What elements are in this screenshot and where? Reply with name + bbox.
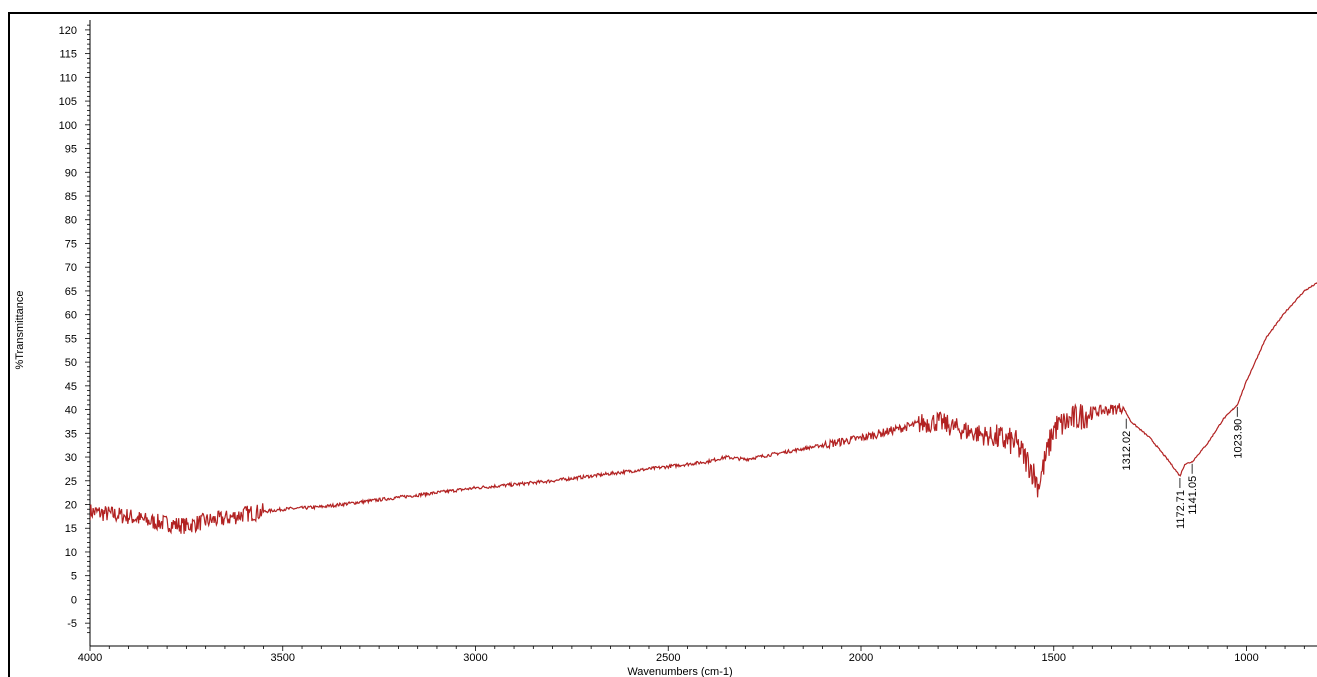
y-tick-label: 100: [59, 120, 77, 132]
y-tick-label: 25: [65, 476, 77, 488]
y-tick-label: 55: [65, 333, 77, 345]
y-axis: -5 0 5 10 15 20 25 30 35 40 45 50 55 60 65 70 75 80 85 90 95…: [59, 20, 91, 646]
y-tick-label: 5: [71, 571, 77, 583]
y-tick-label: 105: [59, 96, 77, 108]
x-tick-label: 1500: [1042, 652, 1066, 664]
y-tick-label: -5: [67, 618, 77, 630]
x-axis-title: Wavenumbers (cm-1): [627, 666, 732, 677]
y-tick-label: 30: [65, 452, 77, 464]
y-tick-label: 115: [59, 49, 77, 61]
y-tick-label: 75: [65, 238, 77, 250]
x-axis: 4000350030002500200015001000500: [78, 645, 1317, 664]
y-tick-label: 95: [65, 144, 77, 156]
x-tick-label: 3500: [271, 652, 295, 664]
y-tick-label: 10: [65, 547, 77, 559]
y-tick-label: 120: [59, 25, 77, 37]
peak-label-text: 1141.05: [1187, 476, 1199, 515]
x-tick-label: 4000: [78, 652, 102, 664]
y-tick-label: 0: [71, 594, 77, 606]
x-tick-label: 2500: [656, 652, 680, 664]
y-tick-label: 90: [65, 167, 77, 179]
y-tick-label: 60: [65, 310, 77, 322]
y-tick-label: 20: [65, 500, 77, 512]
spectrum-line: [90, 281, 1317, 535]
y-axis-title: %Transmittance: [14, 290, 26, 369]
chart-frame: [8, 12, 1317, 677]
y-tick-label: 110: [59, 72, 77, 84]
y-tick-label: 65: [65, 286, 77, 298]
y-tick-label: 85: [65, 191, 77, 203]
peak-label-text: 1172.71: [1175, 490, 1187, 529]
peak-label-text: 1312.02: [1121, 431, 1133, 471]
y-tick-label: 80: [65, 215, 77, 227]
peak-label-1023-90: 1023.90: [1232, 406, 1244, 459]
y-tick-label: 50: [65, 357, 77, 369]
peak-label-1312-02: 1312.02: [1121, 418, 1133, 471]
y-tick-label: 70: [65, 262, 77, 274]
peak-labels: 1312.021172.711141.051023.90685.11666.12…: [1121, 406, 1244, 529]
y-tick-label: 40: [65, 405, 77, 417]
x-tick-label: 2000: [849, 652, 873, 664]
y-tick-label: 35: [65, 428, 77, 440]
x-tick-label: 3000: [463, 652, 487, 664]
y-tick-label: 45: [65, 381, 77, 393]
peak-label-1172-71: 1172.71: [1175, 478, 1187, 529]
x-tick-label: 1000: [1234, 652, 1258, 664]
peak-label-text: 1023.90: [1232, 419, 1244, 459]
y-tick-label: 15: [65, 523, 77, 535]
peak-label-1141-05: 1141.05: [1187, 463, 1199, 515]
